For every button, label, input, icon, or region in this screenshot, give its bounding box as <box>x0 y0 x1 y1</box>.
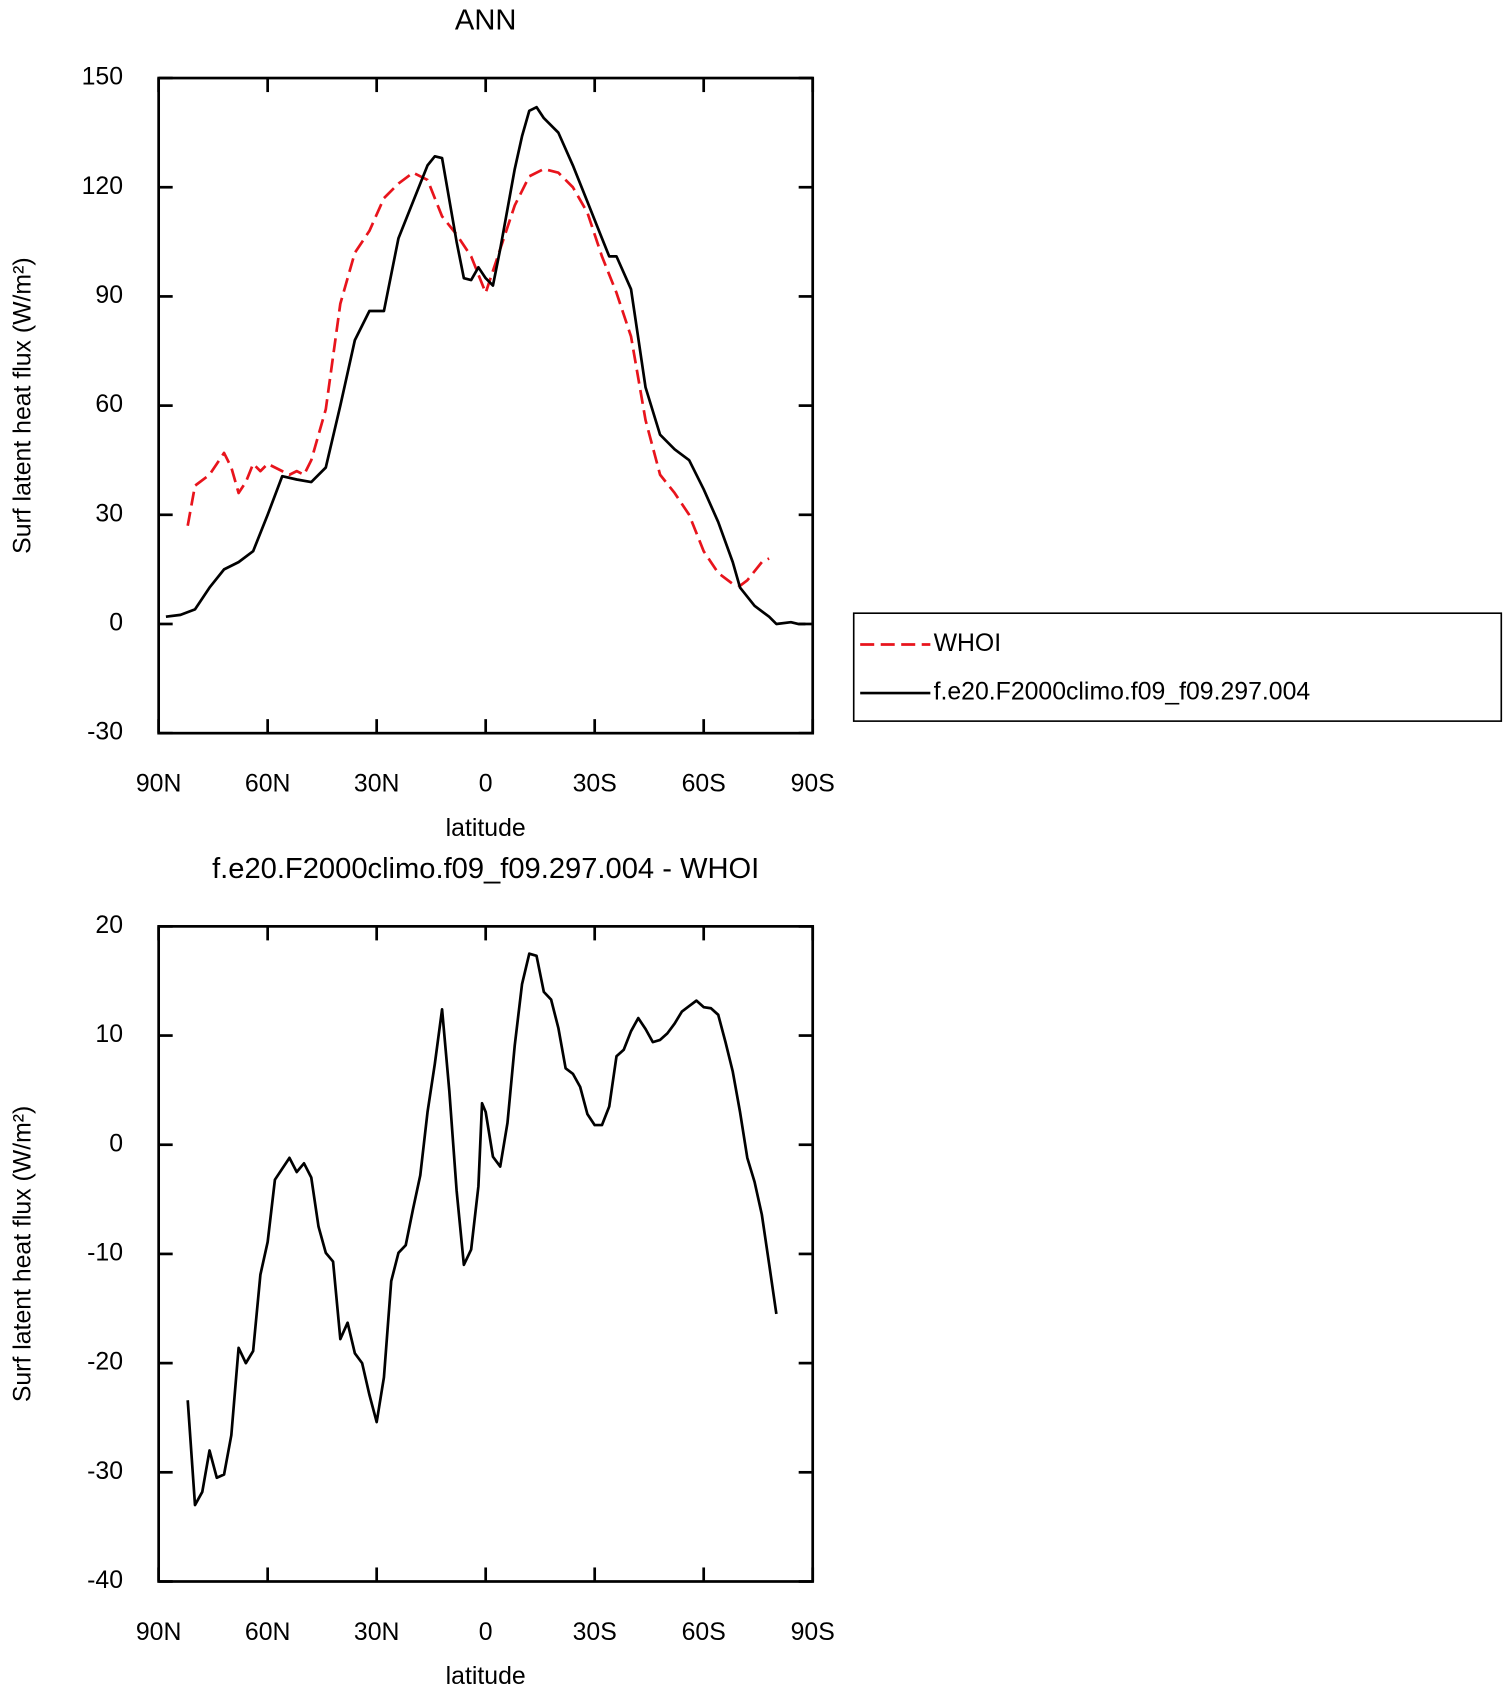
x-tick-label: 60N <box>245 1619 291 1646</box>
series-line <box>186 167 770 588</box>
y-tick-label: 0 <box>109 610 123 637</box>
x-tick-label: 30N <box>354 1619 400 1646</box>
x-tick-label: 60N <box>245 771 291 798</box>
legend: WHOI f.e20.F2000climo.f09_f09.297.004 <box>852 612 1503 722</box>
x-tick-label: 30S <box>573 771 617 798</box>
x-tick-label: 30N <box>354 771 400 798</box>
y-tick-label: 20 <box>95 912 123 939</box>
x-axis-label: latitude <box>446 1663 526 1690</box>
plot: ANN latitude Surf latent heat flux (W/m²) -… <box>9 5 834 842</box>
legend-label: f.e20.F2000climo.f09_f09.297.004 <box>934 679 1311 706</box>
x-tick-label: 90S <box>791 1619 835 1646</box>
y-tick-label: 120 <box>82 173 123 200</box>
x-tick-label: 0 <box>479 771 493 798</box>
x-tick-label: 60S <box>682 771 726 798</box>
y-tick-label: -10 <box>87 1239 123 1266</box>
chart-title: f.e20.F2000climo.f09_f09.297.004 - WHOI <box>212 853 759 885</box>
y-tick-label: 90 <box>95 282 123 309</box>
y-tick-label: 60 <box>95 391 123 418</box>
plot: f.e20.F2000climo.f09_f09.297.004 - WHOI l… <box>9 853 834 1690</box>
y-tick-label: 30 <box>95 500 123 527</box>
x-tick-label: 0 <box>479 1619 493 1646</box>
series-line <box>186 952 778 1507</box>
y-tick-label: 150 <box>82 64 123 91</box>
x-axis-label: latitude <box>446 815 526 842</box>
y-tick-label: 0 <box>109 1130 123 1157</box>
y-tick-label: -30 <box>87 719 123 746</box>
legend-label: WHOI <box>934 630 1002 657</box>
plot-frame <box>157 76 815 735</box>
chart-title: ANN <box>455 5 517 37</box>
y-tick-label: -20 <box>87 1349 123 1376</box>
x-tick-label: 90S <box>791 771 835 798</box>
series-line <box>165 105 806 626</box>
y-tick-label: 10 <box>95 1021 123 1048</box>
y-axis-label: Surf latent heat flux (W/m²) <box>9 257 36 553</box>
y-tick-label: -40 <box>87 1567 123 1594</box>
y-axis-label: Surf latent heat flux (W/m²) <box>9 1106 36 1402</box>
x-tick-label: 90N <box>136 1619 182 1646</box>
x-tick-label: 90N <box>136 771 182 798</box>
x-tick-label: 60S <box>682 1619 726 1646</box>
legend-box <box>852 612 1503 722</box>
y-tick-label: -30 <box>87 1458 123 1485</box>
x-tick-label: 30S <box>573 1619 617 1646</box>
plot-frame <box>157 925 815 1583</box>
